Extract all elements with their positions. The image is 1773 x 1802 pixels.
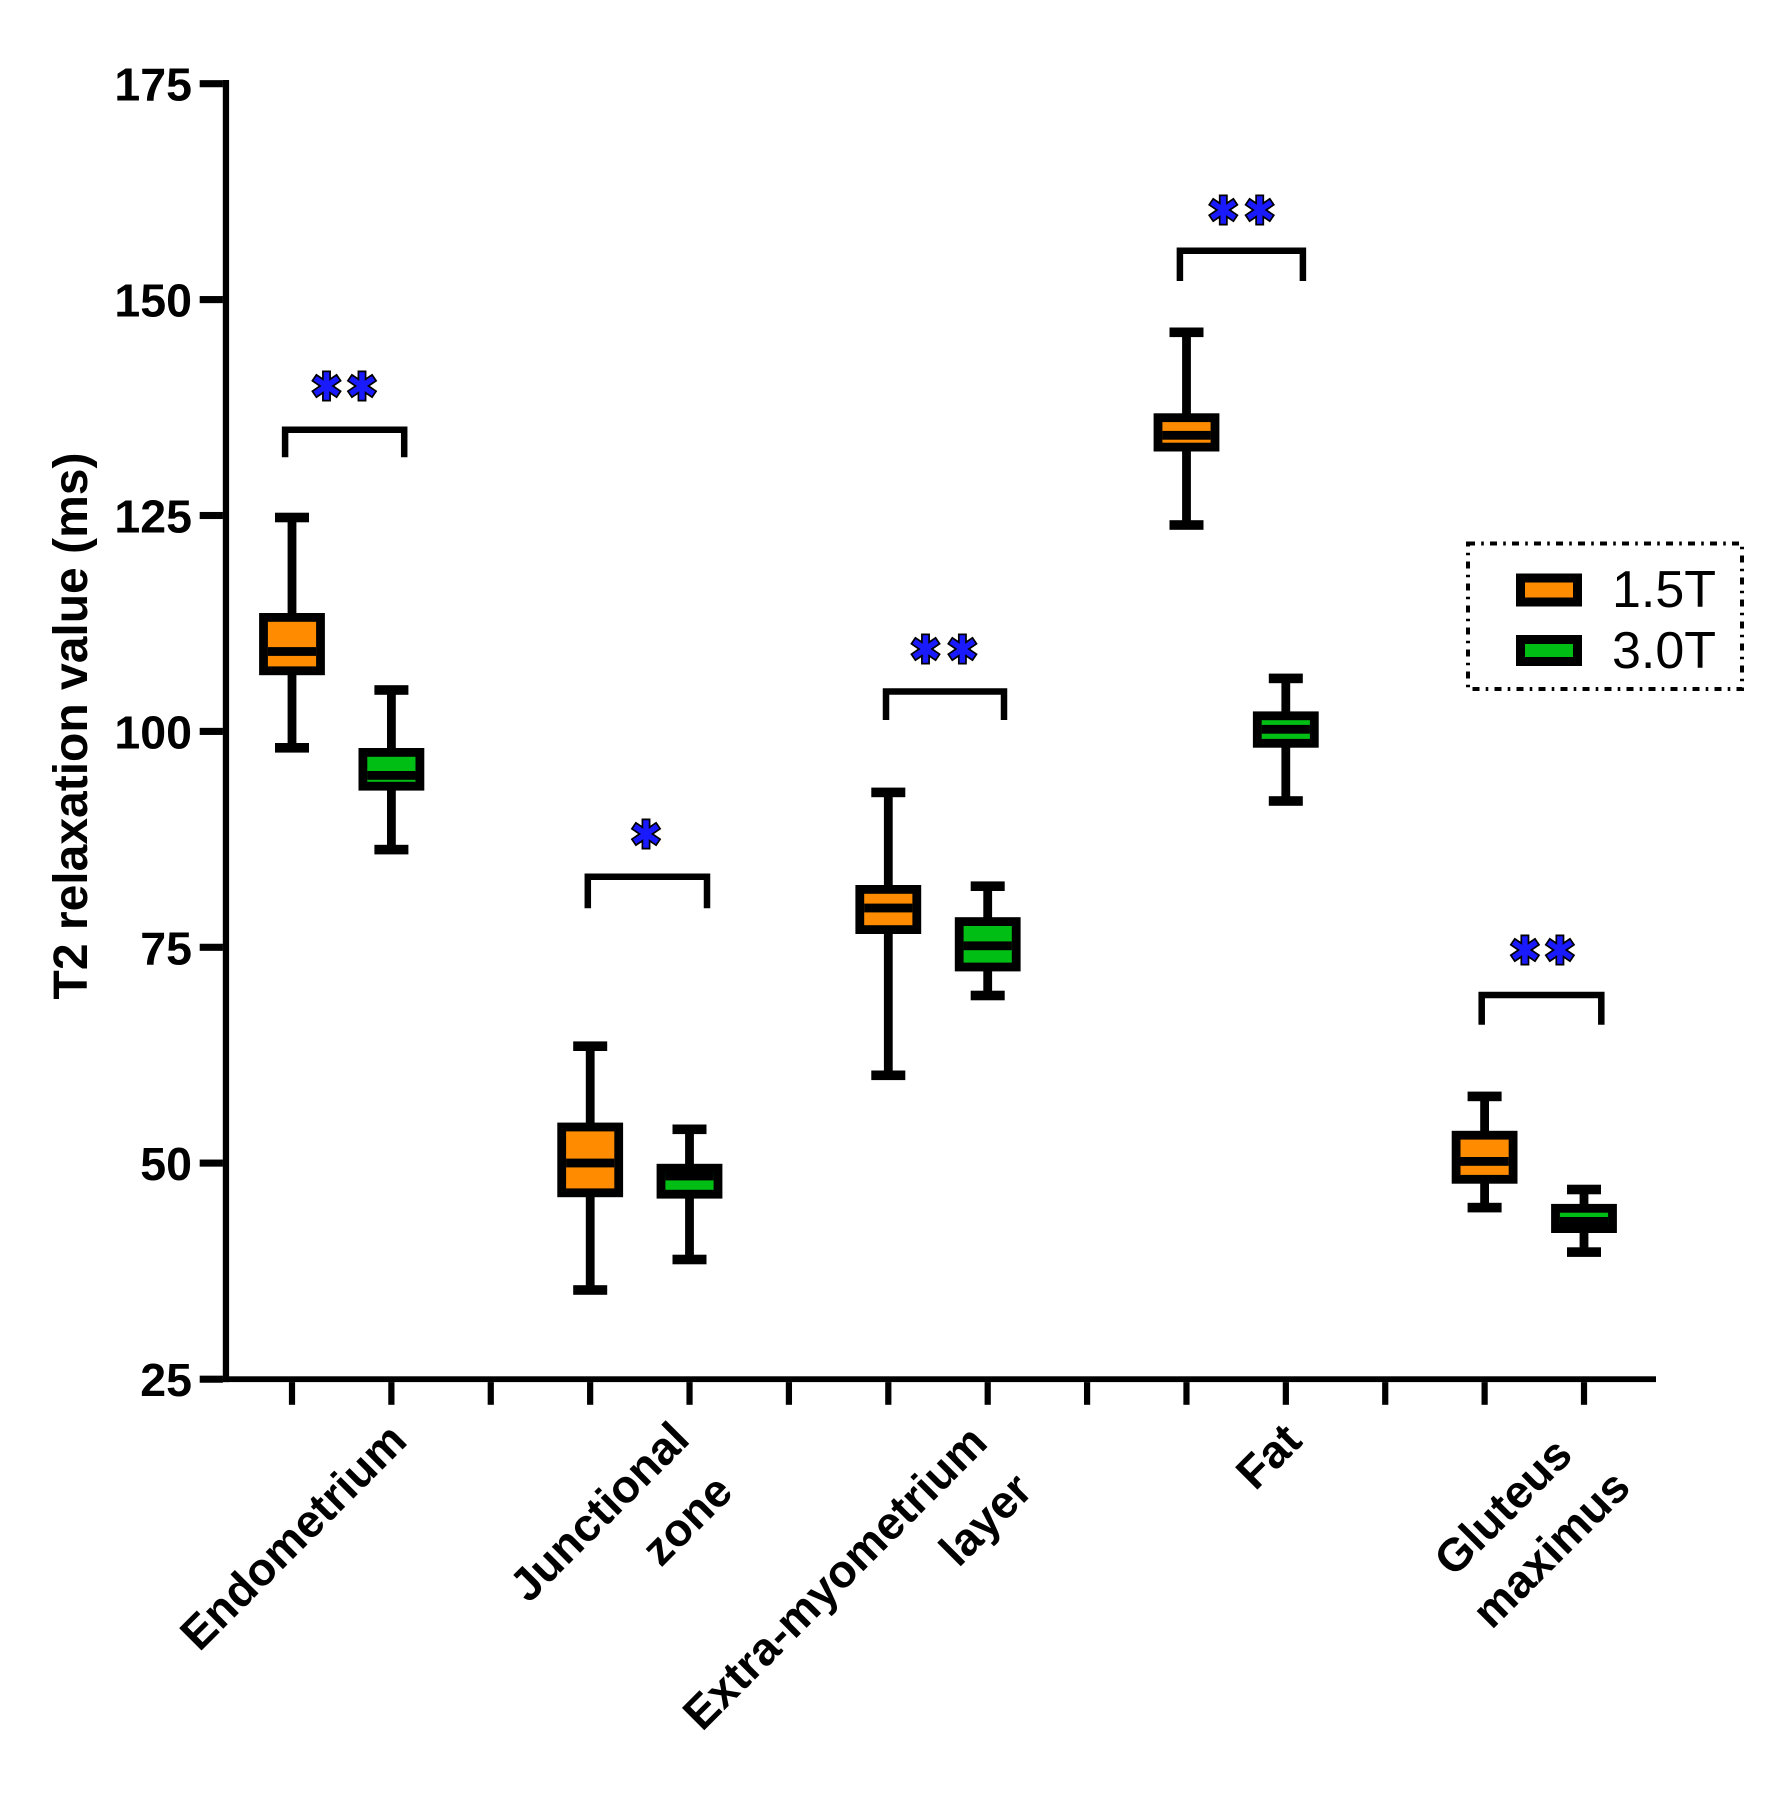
svg-text:1.5T: 1.5T bbox=[1612, 561, 1716, 619]
svg-text:150: 150 bbox=[114, 275, 192, 327]
svg-text:T2 relaxation value (ms): T2 relaxation value (ms) bbox=[45, 453, 98, 1000]
svg-text:100: 100 bbox=[114, 706, 192, 758]
svg-text:125: 125 bbox=[114, 491, 192, 543]
svg-text:175: 175 bbox=[114, 59, 192, 111]
svg-text:3.0T: 3.0T bbox=[1612, 622, 1716, 680]
svg-text:25: 25 bbox=[140, 1354, 192, 1406]
svg-text:75: 75 bbox=[140, 922, 192, 974]
svg-text:50: 50 bbox=[140, 1138, 192, 1190]
